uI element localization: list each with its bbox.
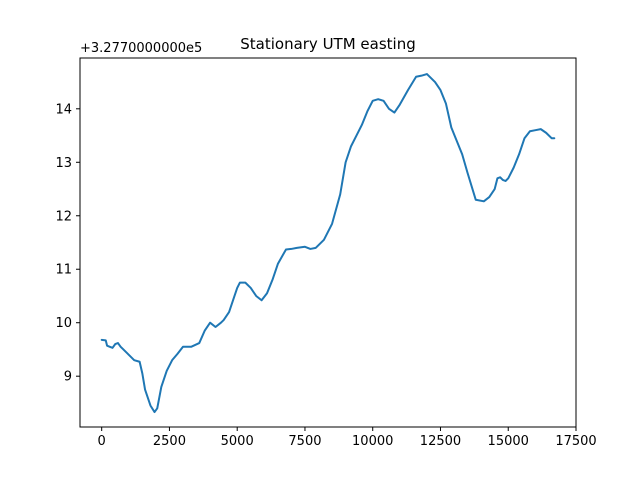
chart-title: Stationary UTM easting: [240, 35, 416, 53]
series-line-0: [100, 73, 556, 414]
x-tick-label: 10000: [352, 434, 393, 449]
x-tick-label: 0: [98, 434, 106, 449]
y-tick-label: 12: [55, 209, 72, 224]
y-tick-label: 9: [64, 370, 72, 385]
y-tick-label: 11: [55, 263, 72, 278]
y-tick-label: 10: [55, 316, 72, 331]
x-tick-label: 2500: [153, 434, 186, 449]
x-tick-label: 15000: [488, 434, 529, 449]
x-tick-label: 5000: [221, 434, 254, 449]
y-tick-label: 14: [55, 102, 72, 117]
x-tick-label: 17500: [555, 434, 596, 449]
y-tick-label: 13: [55, 156, 72, 171]
x-tick-label: 7500: [288, 434, 321, 449]
x-tick-label: 12500: [420, 434, 461, 449]
axes-frame: [79, 57, 577, 428]
plot-area: 0 2500 5000 7500 10000 12500 15000 17500 9 10 11 12…: [55, 57, 597, 449]
y-axis-offset-label: +3.2770000000e5: [80, 41, 202, 56]
